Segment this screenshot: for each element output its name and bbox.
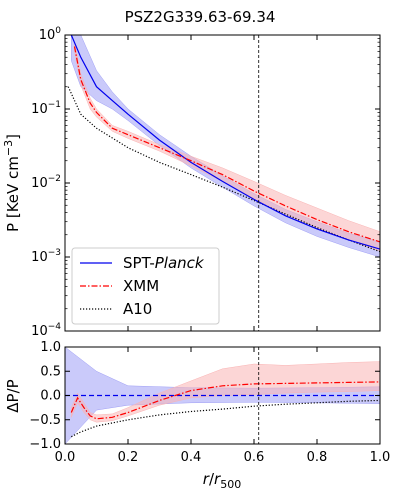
bottom-xmm-band: [71, 361, 380, 423]
bottom-xtick-label: 0.6: [244, 450, 265, 465]
bottom-xtick-label: 0.0: [55, 450, 76, 465]
legend-spt-label: SPT-Planck: [123, 254, 205, 272]
top-y-axis-label: P [KeV cm−3]: [2, 134, 22, 232]
bottom-y-axis-label: ΔP/P: [4, 379, 22, 412]
legend-a10-label: A10: [123, 300, 152, 318]
chart-title: PSZ2G339.63-69.34: [125, 8, 276, 26]
legend-xmm-label: XMM: [123, 277, 159, 295]
top-xmm-band: [74, 42, 380, 252]
bottom-xtick-label: 0.4: [181, 450, 202, 465]
top-ytick-label: 10−2: [31, 174, 61, 191]
bottom-panel-bands: [65, 347, 380, 444]
bottom-panel-ticks: 1.00.50.0−0.5−1.00.0 0.2 0.4 0.6 0.8 1.0: [29, 340, 390, 465]
bottom-xtick-label: 0.8: [307, 450, 328, 465]
top-ytick-label: 10−3: [31, 248, 61, 265]
top-ytick-label: 100: [39, 26, 62, 43]
bottom-panel-lines: [65, 381, 380, 438]
legend: SPT-Planck XMM A10: [71, 247, 220, 325]
bottom-ytick-label: 0.0: [40, 389, 61, 404]
bottom-ytick-label: 1.0: [40, 340, 61, 355]
bottom-ytick-label: −1.0: [29, 437, 61, 452]
top-xmm-line: [73, 46, 380, 243]
top-panel-lines: [67, 35, 380, 253]
x-axis-label: r/r500: [203, 470, 241, 491]
bottom-ytick-label: 0.5: [40, 364, 61, 379]
top-panel-bands: [71, 35, 380, 258]
bottom-xtick-label: 0.2: [118, 450, 139, 465]
legend-box: [71, 247, 220, 325]
bottom-a10-line: [71, 399, 380, 438]
top-panel-ticks: 100 10−1 10−2 10−3 10−4: [31, 26, 381, 339]
bottom-ytick-label: −0.5: [29, 413, 61, 428]
top-ytick-label: 10−4: [31, 322, 61, 339]
bottom-xtick-label: 1.0: [370, 450, 391, 465]
top-ytick-label: 10−1: [31, 100, 61, 117]
top-spt-planck-line: [70, 35, 380, 250]
